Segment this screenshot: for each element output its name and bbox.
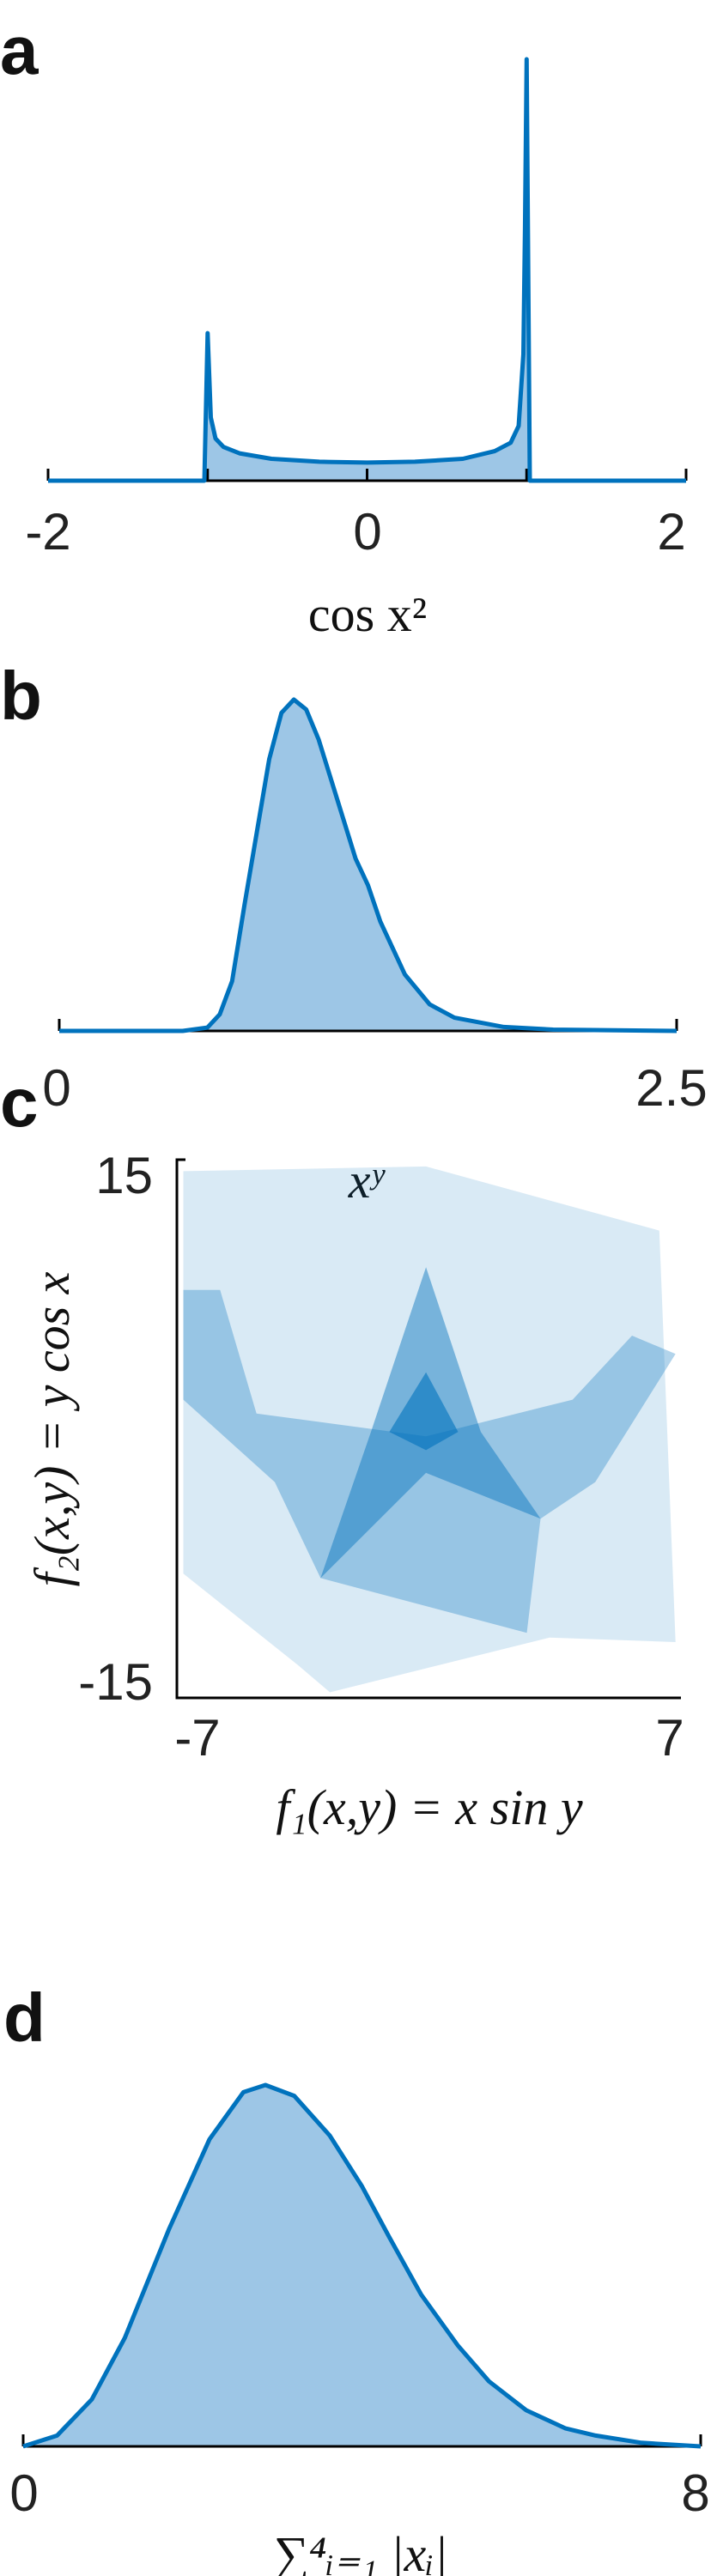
x-tick-label: 2.5 <box>635 1059 707 1117</box>
x-tick-label: -7 <box>174 1709 220 1767</box>
x-axis-label: f₁(x,y) = x sin y <box>276 1779 582 1835</box>
x-axis-label: cos x² <box>308 586 427 642</box>
x-tick-label: 8 <box>681 2464 709 2522</box>
y-axis-label: f₂(x,y) = y cos x <box>24 1271 80 1586</box>
x-axis-label: xʸ <box>348 1153 386 1209</box>
y-tick-label: -15 <box>78 1653 153 1711</box>
x-tick-label: 7 <box>655 1709 684 1767</box>
panel-c-plot <box>175 1158 681 1700</box>
panel-d-plot <box>21 2082 702 2449</box>
density-line <box>22 2082 702 2449</box>
x-axis-label: ∑⁴ᵢ₌₁ |xᵢ| <box>274 2526 448 2576</box>
panel-label-b: b <box>0 658 42 734</box>
density-fill <box>23 2085 701 2446</box>
axes-frame <box>175 1158 681 1700</box>
density-region <box>183 1289 676 1633</box>
density-fill <box>48 59 686 481</box>
density-line <box>48 57 686 483</box>
panel-label-c: c <box>0 1064 39 1141</box>
density-region <box>389 1372 459 1451</box>
density-fill <box>59 700 677 1031</box>
panel-b-plot <box>58 697 678 1033</box>
x-tick-label: 0 <box>353 503 381 561</box>
x-tick-label: -2 <box>25 503 70 561</box>
y-tick-label: 15 <box>95 1147 153 1204</box>
x-tick-label: 2 <box>657 503 685 561</box>
density-line <box>59 697 678 1033</box>
x-tick-label: 0 <box>9 2464 38 2522</box>
panel-a-plot <box>46 57 688 483</box>
panel-label-d: d <box>3 1979 46 2056</box>
x-tick-label: 0 <box>42 1059 70 1117</box>
panel-label-a: a <box>0 12 39 88</box>
